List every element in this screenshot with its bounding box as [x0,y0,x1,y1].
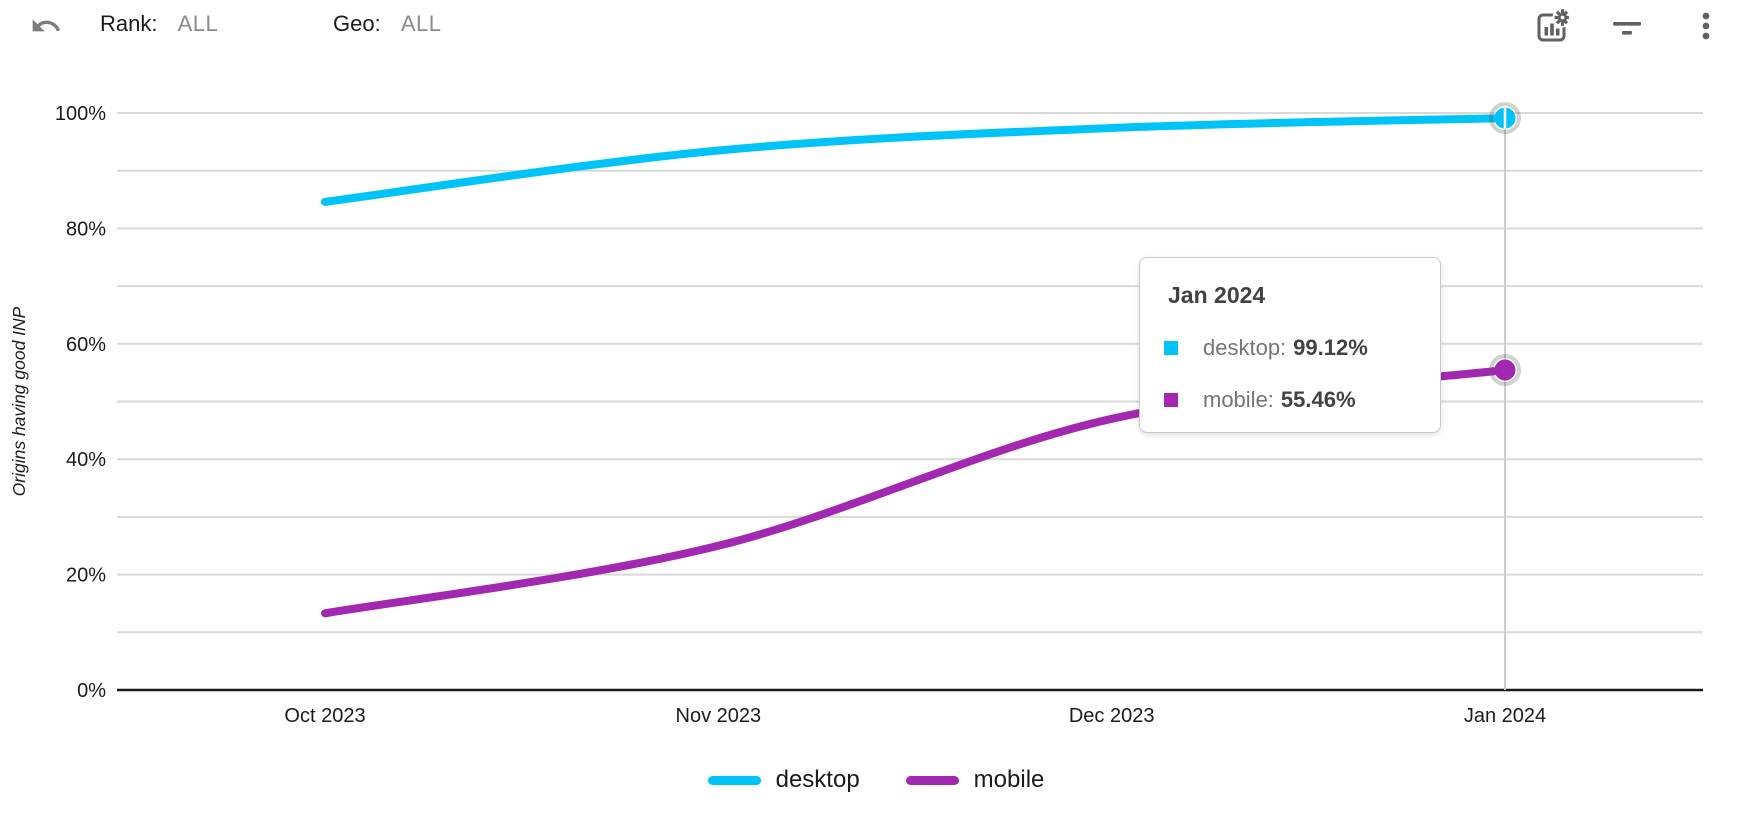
inp-trend-line-chart[interactable]: 0% 20% 40% 60% 80% 100% Oct 2023 Nov 2023 Dec 20… [0,0,1752,750]
series-desktop-point-halo [1489,102,1521,135]
geo-label: Geo: [333,11,381,36]
rank-label: Rank: [100,11,158,36]
y-tick-label: 100% [55,103,106,125]
toolbar: Rank: ALL Geo: ALL [0,0,1752,56]
chart-settings-icon [1531,6,1573,51]
legend-item-mobile[interactable]: mobile [905,766,1045,794]
gear-glyph [1554,8,1569,26]
y-tick-label: 0% [77,680,106,702]
chart-legend: desktop mobile [0,766,1752,794]
desktop-legend-swatch [707,775,761,785]
y-tick-label: 80% [66,218,106,240]
undo-button[interactable] [30,10,62,42]
more-vert-icon [1688,8,1724,49]
geo-value[interactable]: ALL [400,11,442,36]
tooltip-mobile-label: mobile: [1203,387,1274,412]
legend-item-desktop[interactable]: desktop [707,766,860,794]
tooltip-mobile-value: 55.46% [1280,387,1356,412]
rank-filter[interactable]: Rank: ALL [100,11,218,37]
mobile-swatch [1164,393,1178,407]
more-options-button[interactable] [1686,8,1726,48]
x-tick-label: Jan 2024 [1464,705,1546,727]
x-tick-label: Oct 2023 [284,705,365,727]
undo-icon [30,19,62,46]
desktop-legend-label: desktop [775,766,860,793]
tooltip-desktop-label: desktop: [1203,335,1287,360]
filter-button[interactable] [1607,8,1647,48]
y-axis-title: Origins having good INP [9,306,29,496]
mobile-legend-label: mobile [973,766,1045,793]
series-desktop-line [321,114,1509,206]
y-tick-label: 60% [66,334,106,356]
mobile-legend-swatch [905,775,959,785]
filter-icon [1609,8,1645,49]
series-mobile-point[interactable] [1494,359,1516,381]
tooltip-desktop-value: 99.12% [1293,335,1368,360]
rank-value[interactable]: ALL [177,11,219,36]
tooltip-title: Jan 2024 [1168,282,1266,308]
chart-area: 0% 20% 40% 60% 80% 100% Oct 2023 Nov 2023 Dec 20… [0,0,1752,750]
chart-settings-button[interactable] [1531,6,1573,51]
y-tick-label: 40% [66,449,106,471]
x-tick-label: Nov 2023 [676,705,762,727]
series-mobile-point-halo [1489,353,1521,386]
chart-tooltip: Jan 2024 desktop: 99.12% mobile: 55.46% [1139,257,1441,433]
x-tick-label: Dec 2023 [1069,705,1155,727]
geo-filter[interactable]: Geo: ALL [333,11,441,37]
bars-glyph [1544,23,1560,35]
tooltip-row-desktop: desktop: 99.12% [1164,335,1416,361]
desktop-swatch [1164,341,1178,355]
y-tick-label: 20% [66,565,106,587]
tooltip-row-mobile: mobile: 55.46% [1164,387,1416,413]
